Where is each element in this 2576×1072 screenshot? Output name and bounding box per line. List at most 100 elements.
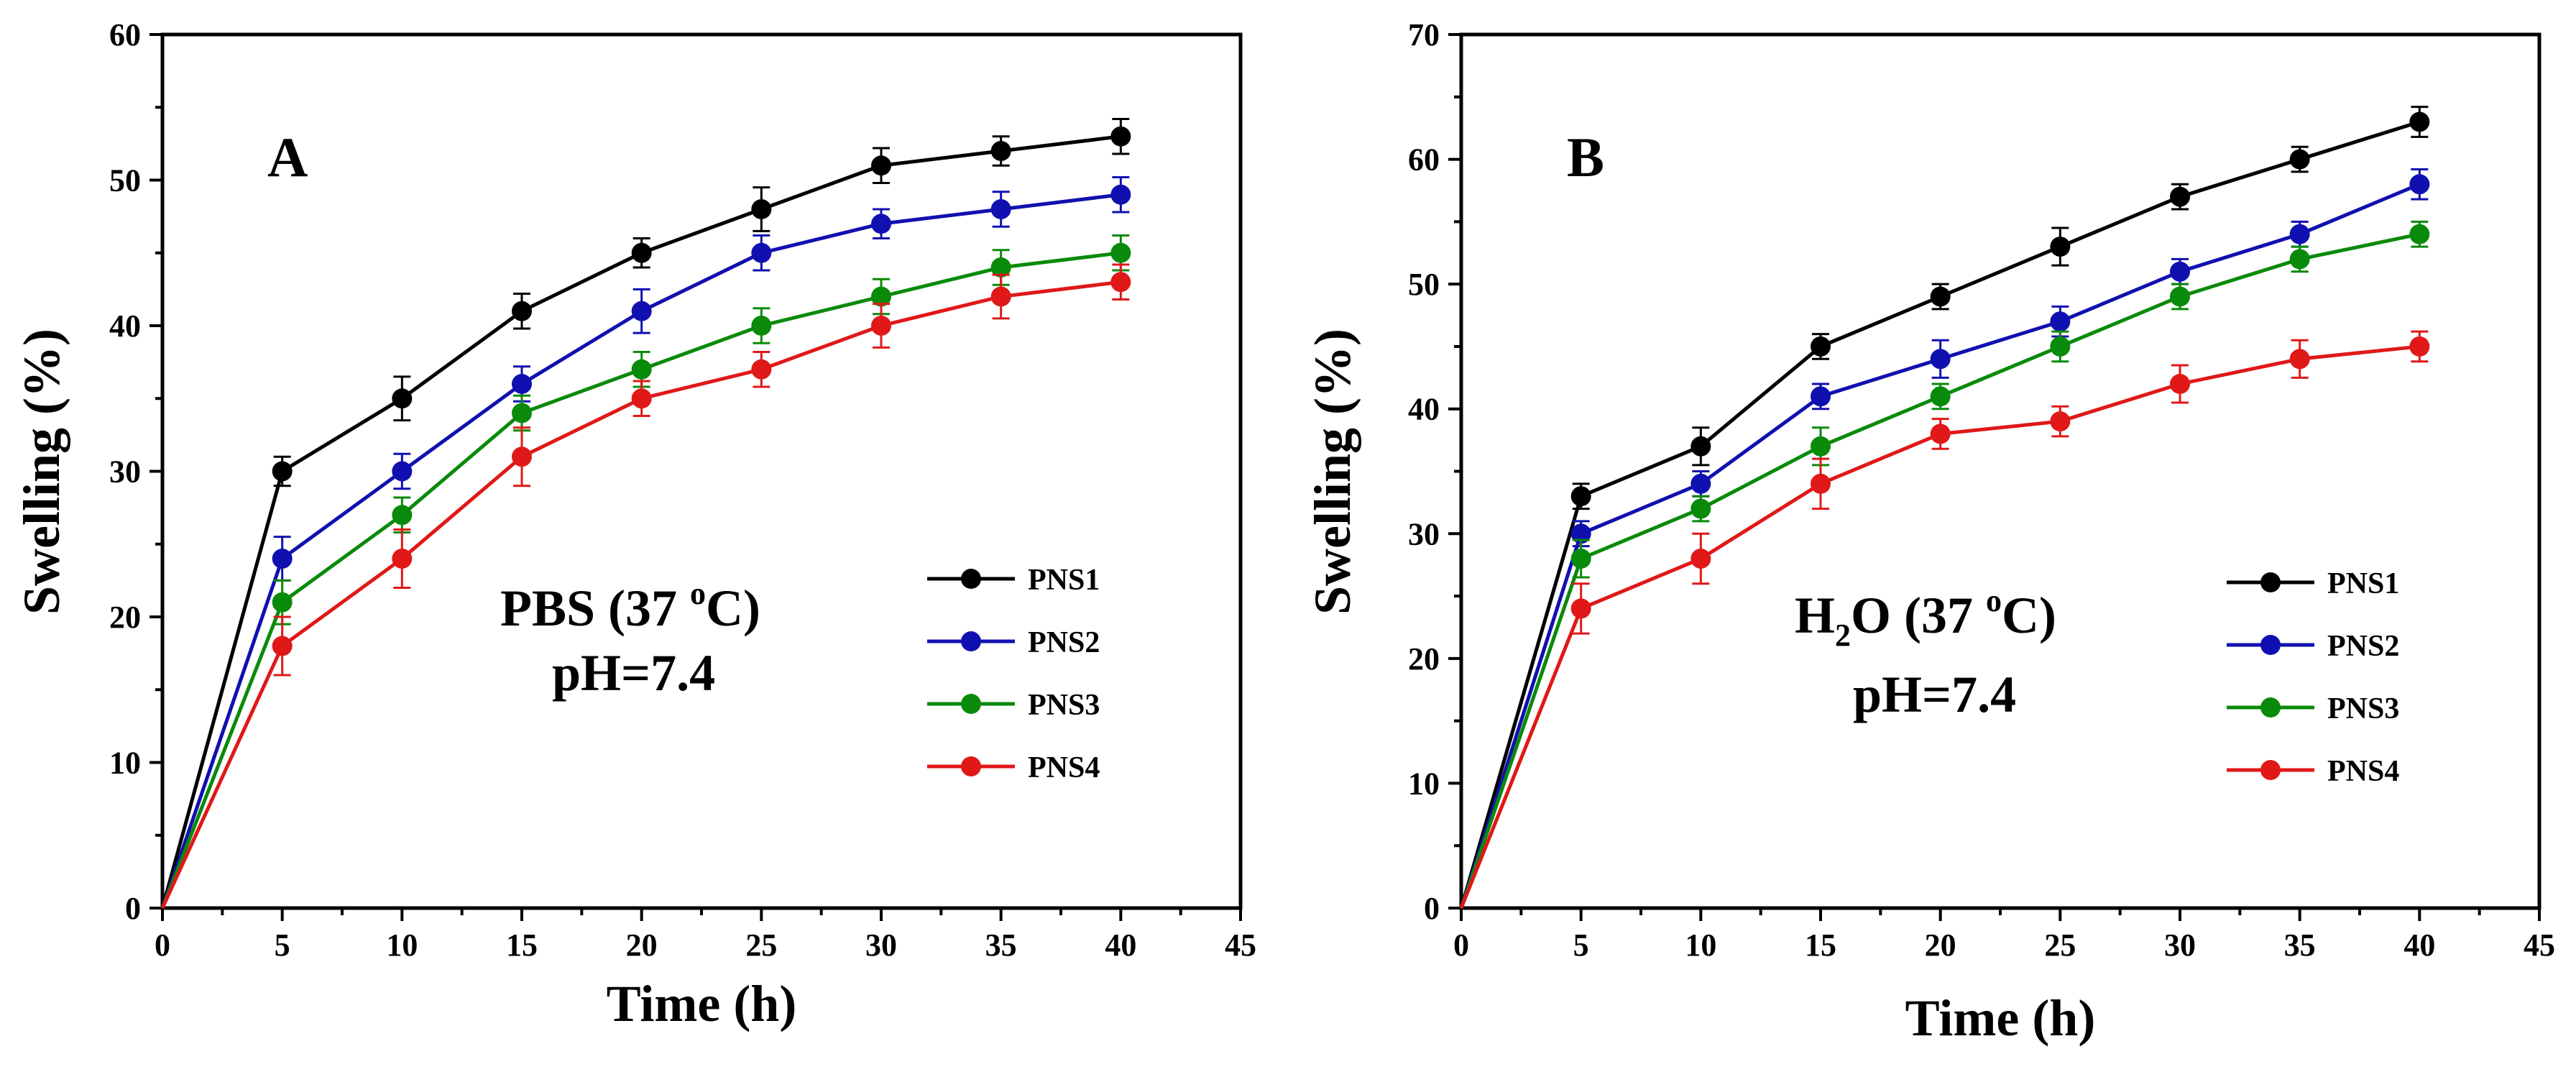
y-tick-label: 40	[109, 308, 141, 344]
x-tick-label: 20	[1925, 927, 1956, 963]
series-line	[1459, 232, 2420, 909]
data-point	[631, 242, 652, 263]
data-point	[1811, 336, 1831, 357]
data-point	[1690, 498, 1711, 519]
data-point	[1110, 242, 1131, 263]
data-point	[272, 461, 293, 482]
condition-line-2: pH=7.4	[1853, 666, 2016, 723]
y-axis-title: Swelling (%)	[13, 329, 70, 615]
series-pns3	[160, 234, 1131, 909]
y-tick-labels: 0 10 20 30 40 50 60 70	[1408, 17, 1440, 926]
condition-line-2: pH=7.4	[552, 644, 715, 702]
x-tick-label: 0	[155, 927, 170, 963]
legend-item-pns4: PNS4	[927, 751, 1100, 784]
legend-item-pns1: PNS1	[2227, 567, 2399, 600]
data-point	[2409, 174, 2430, 195]
data-point	[2289, 149, 2310, 170]
data-point	[1811, 473, 1831, 494]
legend-label: PNS3	[1028, 689, 1100, 722]
legend: PNS1 PNS2 PNS3 PNS4	[927, 564, 1100, 784]
series-pns1	[160, 117, 1131, 909]
legend: PNS1 PNS2 PNS3 PNS4	[2227, 567, 2399, 788]
data-point	[2409, 336, 2430, 357]
x-tick-label: 10	[386, 927, 418, 963]
x-tick-label: 40	[1105, 927, 1136, 963]
y-tick-label: 20	[109, 600, 141, 635]
legend-item-pns2: PNS2	[927, 626, 1100, 659]
legend-label: PNS3	[2327, 692, 2399, 725]
data-point	[272, 636, 293, 656]
data-point	[1110, 272, 1131, 293]
series-pns1	[1459, 106, 2430, 909]
legend-label: PNS4	[2327, 755, 2399, 788]
data-point	[2289, 349, 2310, 370]
data-point	[1570, 486, 1591, 507]
legend-marker	[961, 694, 981, 714]
data-point	[871, 286, 891, 307]
data-point	[512, 403, 532, 423]
y-tick-label: 70	[1408, 17, 1440, 52]
data-point	[1930, 286, 1951, 307]
series-pns2	[1459, 168, 2430, 909]
series-pns4	[1459, 330, 2430, 909]
panel-label: A	[267, 126, 308, 188]
x-tick-label: 35	[2284, 927, 2316, 963]
y-tick-label: 60	[109, 17, 141, 52]
data-point	[2170, 186, 2190, 207]
legend-marker	[2260, 572, 2281, 592]
legend-label: PNS1	[2327, 567, 2399, 600]
legend-marker	[2260, 697, 2281, 718]
series-pns2	[160, 175, 1131, 909]
y-tick-label: 0	[125, 891, 141, 926]
x-tick-label: 10	[1685, 927, 1716, 963]
x-tick-label: 25	[745, 927, 777, 963]
data-point	[871, 316, 891, 336]
y-tick-label: 60	[1408, 142, 1440, 178]
x-axis-title: Time (h)	[1905, 989, 2096, 1047]
y-tick-label: 20	[1408, 641, 1440, 677]
legend-marker	[961, 756, 981, 776]
data-point	[2170, 261, 2190, 282]
data-point	[2289, 249, 2310, 270]
data-point	[2050, 237, 2071, 257]
data-point	[1570, 523, 1591, 544]
data-point	[871, 155, 891, 176]
data-point	[1690, 473, 1711, 494]
data-point	[1690, 436, 1711, 457]
data-point	[512, 374, 532, 394]
x-tick-label: 5	[275, 927, 290, 963]
x-tick-label: 25	[2044, 927, 2076, 963]
y-tick-label: 50	[1408, 267, 1440, 302]
x-tick-label: 40	[2404, 927, 2435, 963]
data-point	[871, 214, 891, 234]
y-axis-title: Swelling (%)	[1304, 329, 1361, 615]
legend-item-pns1: PNS1	[927, 564, 1100, 597]
data-point	[512, 301, 532, 321]
data-point	[990, 141, 1011, 161]
legend-label: PNS2	[1028, 626, 1100, 659]
y-tick-label: 50	[109, 163, 141, 198]
data-point	[990, 286, 1011, 307]
data-point	[1570, 598, 1591, 619]
legend-item-pns3: PNS3	[2227, 692, 2399, 725]
data-point	[2050, 311, 2071, 332]
axis-ticks	[1448, 33, 2541, 921]
x-tick-label: 5	[1573, 927, 1589, 963]
data-point	[2050, 411, 2071, 432]
legend-marker	[2260, 760, 2281, 780]
x-tick-label: 45	[2524, 927, 2555, 963]
legend-item-pns4: PNS4	[2227, 755, 2399, 788]
x-tick-label: 20	[626, 927, 658, 963]
chart-panel-b: 0 5 10 15 20 25 30 35 40 45 0 10 20 30 40 50 60 70 B H2O…	[1304, 17, 2555, 1047]
x-tick-label: 30	[865, 927, 897, 963]
x-tick-label: 35	[985, 927, 1017, 963]
data-point	[631, 388, 652, 409]
data-point	[751, 359, 772, 380]
y-tick-label: 10	[1408, 766, 1440, 801]
chart-panel-a: 0 5 10 15 20 25 30 35 40 45 0 10 20 30 40 50 60 A PBS (…	[13, 17, 1256, 1032]
legend-label: PNS2	[2327, 630, 2399, 663]
data-point	[2409, 224, 2430, 244]
legend-label: PNS4	[1028, 751, 1100, 784]
y-tick-label: 0	[1424, 891, 1440, 926]
